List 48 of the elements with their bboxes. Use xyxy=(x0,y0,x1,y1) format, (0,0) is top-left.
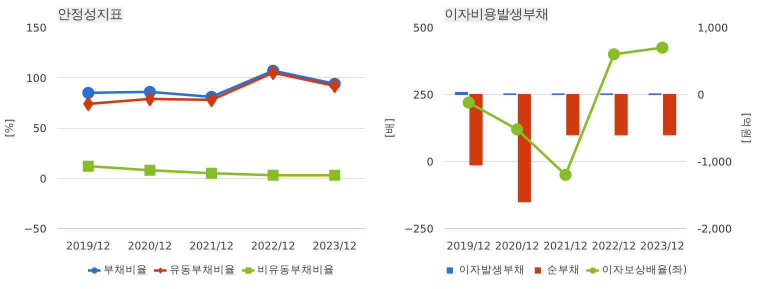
chart-title: 이자비용발생부채 xyxy=(444,8,548,22)
legend-label: 유동부채비율 xyxy=(170,263,236,277)
y-tick-label: 0 xyxy=(40,172,47,186)
y2-tick-label: -2,000 xyxy=(698,222,732,236)
x-tick-label: 2019/12 xyxy=(446,240,491,252)
x-tick-label: 2019/12 xyxy=(66,240,110,252)
y2-tick-label: -1,000 xyxy=(698,156,732,168)
legend-label: 비유동부채비율 xyxy=(258,263,334,277)
legend-label: 이자보상배율(좌) xyxy=(602,263,687,277)
y2-tick-label: 1,000 xyxy=(698,22,728,34)
x-tick-label: 2020/12 xyxy=(494,240,540,252)
point xyxy=(608,48,620,60)
y-tick-label: 500 xyxy=(413,22,434,34)
legend-label: 순부채 xyxy=(546,263,580,277)
x-tick-label: 2020/12 xyxy=(128,240,172,252)
y-tick-label: −250 xyxy=(404,222,434,236)
point xyxy=(206,92,217,108)
point xyxy=(144,91,156,106)
y-tick-label: 50 xyxy=(32,122,47,135)
point xyxy=(82,86,94,99)
point xyxy=(329,170,340,181)
y-tick-label: −50 xyxy=(24,222,47,236)
y2-tick-label: 0 xyxy=(698,88,704,102)
x-tick-label: 2023/12 xyxy=(312,240,357,252)
point xyxy=(462,96,475,109)
x-tick-label: 2021/12 xyxy=(543,240,588,252)
y-axis-title: [배] xyxy=(383,118,396,138)
y-tick-label: 150 xyxy=(26,22,47,34)
legend-label: 이자발생부채 xyxy=(458,263,525,277)
point xyxy=(268,65,278,80)
y2-axis-title: [억원] xyxy=(740,112,753,144)
x-tick-label: 2022/12 xyxy=(592,240,636,252)
legend-label: 부채비율 xyxy=(104,263,148,277)
y-tick-label: 250 xyxy=(413,88,434,102)
chart-title: 안정성지표 xyxy=(58,8,122,22)
x-tick-label: 2023/12 xyxy=(640,240,684,252)
point xyxy=(656,42,668,54)
point xyxy=(268,170,279,181)
point xyxy=(511,123,524,136)
y-tick-label: 0 xyxy=(426,156,434,168)
point xyxy=(560,168,572,181)
y-tick-label: 100 xyxy=(26,72,47,85)
point xyxy=(206,168,217,179)
y-axis-title: [%] xyxy=(3,118,16,138)
point xyxy=(82,160,94,172)
x-tick-label: 2021/12 xyxy=(189,240,234,252)
x-tick-label: 2022/12 xyxy=(250,240,296,252)
point xyxy=(144,164,156,176)
